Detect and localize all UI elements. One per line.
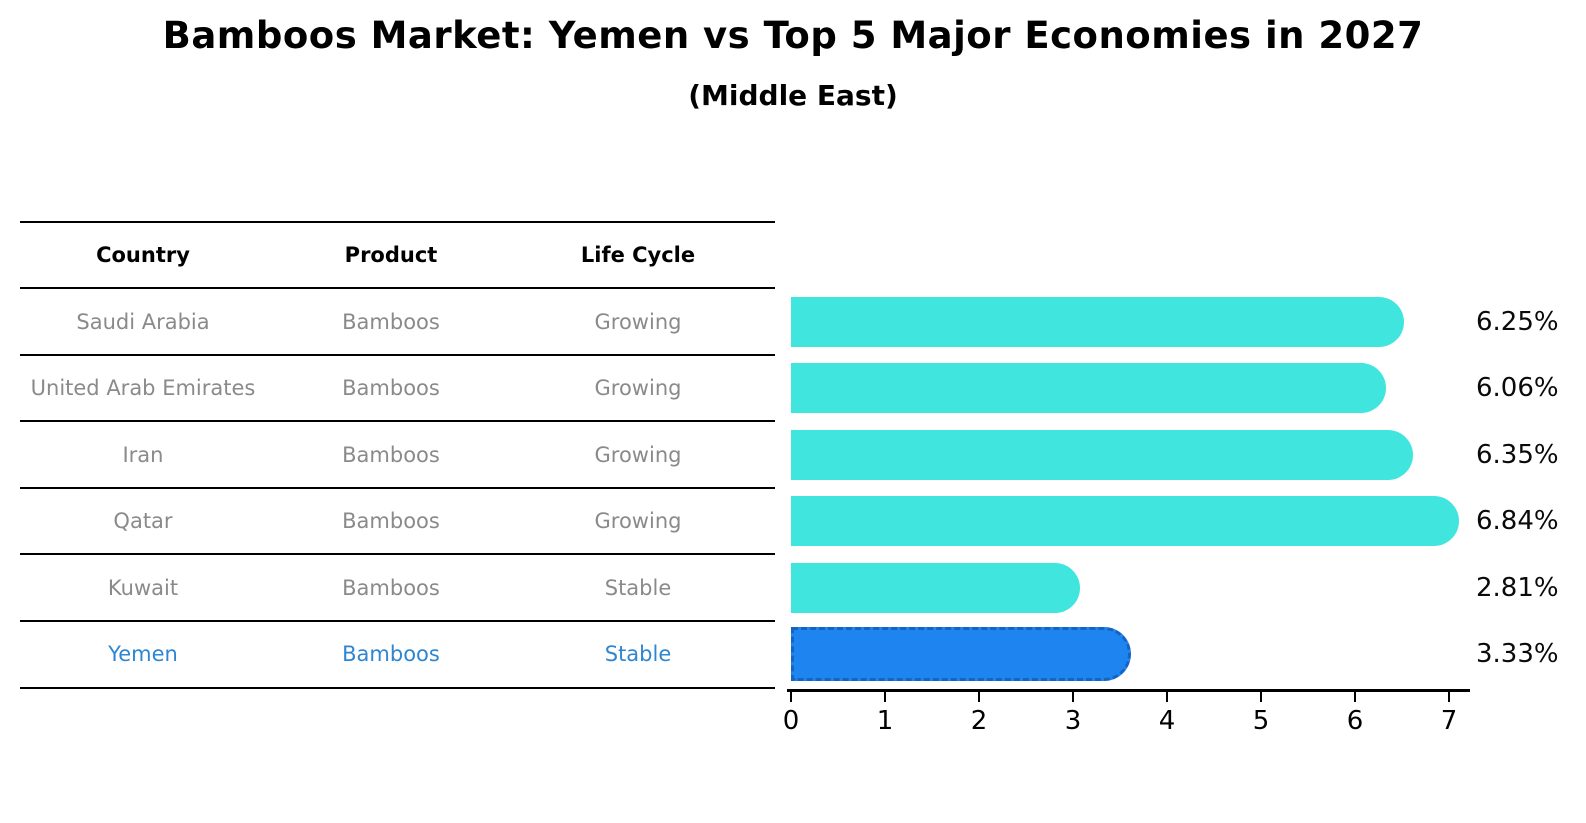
table-cell-country: Iran — [122, 442, 164, 467]
bar-united-arab-emirates — [791, 363, 1386, 413]
table-separator-line — [20, 287, 775, 289]
table-cell-product: Bamboos — [342, 509, 440, 533]
bar-saudi-arabia — [791, 296, 1404, 347]
table-cell-product: Bamboos — [342, 642, 440, 666]
x-axis-tick-label: 5 — [1252, 706, 1270, 736]
table-separator-line — [20, 687, 775, 689]
x-axis-tick-label: 3 — [1064, 706, 1082, 736]
x-axis-tick-label: 0 — [782, 706, 800, 736]
table-cell-country: Qatar — [113, 509, 173, 533]
bar-qatar — [791, 496, 1459, 546]
x-axis-tick-mark — [1260, 692, 1262, 702]
bar-yemen — [791, 627, 1132, 681]
table-cell-country: Kuwait — [107, 575, 179, 600]
table-cell-country: Saudi Arabia — [76, 309, 210, 334]
chart-title: Bamboos Market: Yemen vs Top 5 Major Eco… — [162, 14, 1424, 57]
table-cell-country: Yemen — [108, 642, 178, 666]
x-axis-tick-mark — [1448, 692, 1450, 702]
table-cell-life-cycle: Stable — [604, 642, 672, 666]
table-cell-life-cycle: Growing — [594, 309, 682, 334]
column-header-country: Country — [96, 243, 190, 267]
x-axis-tick-label: 6 — [1346, 706, 1364, 736]
x-axis-tick-mark — [978, 692, 980, 702]
table-separator-line — [20, 553, 775, 555]
x-axis-tick-mark — [790, 692, 792, 702]
x-axis-tick-label: 2 — [970, 706, 988, 736]
x-axis-tick-label: 4 — [1158, 706, 1176, 736]
table-cell-product: Bamboos — [342, 309, 440, 334]
table-cell-life-cycle: Growing — [594, 509, 682, 533]
table-separator-line — [20, 354, 775, 356]
table-separator-line — [20, 420, 775, 422]
column-header-product: Product — [344, 243, 438, 267]
chart-subtitle: (Middle East) — [688, 79, 898, 112]
table-separator-line — [20, 620, 775, 622]
x-axis-tick-mark — [1072, 692, 1074, 702]
bar-value-label: 6.35% — [1476, 439, 1559, 470]
table-cell-life-cycle: Growing — [594, 376, 682, 400]
table-cell-product: Bamboos — [342, 376, 440, 400]
table-cell-country: United Arab Emirates — [30, 376, 256, 400]
table-cell-product: Bamboos — [342, 442, 440, 467]
bar-value-label: 6.06% — [1476, 373, 1559, 403]
table-separator-line — [20, 221, 775, 223]
bar-iran — [791, 429, 1413, 480]
x-axis-tick-mark — [884, 692, 886, 702]
x-axis-tick-mark — [1354, 692, 1356, 702]
x-axis-line — [787, 689, 1470, 692]
bar-value-label: 3.33% — [1476, 639, 1559, 669]
table-separator-line — [20, 487, 775, 489]
x-axis-tick-label: 1 — [876, 706, 894, 736]
bar-kuwait — [791, 562, 1081, 613]
column-header-life-cycle: Life Cycle — [580, 243, 696, 267]
bar-value-label: 2.81% — [1476, 572, 1559, 603]
bar-value-label: 6.25% — [1476, 306, 1559, 337]
x-axis-tick-mark — [1166, 692, 1168, 702]
x-axis-tick-label: 7 — [1440, 706, 1458, 736]
table-cell-product: Bamboos — [342, 575, 440, 600]
bar-value-label: 6.84% — [1476, 506, 1559, 536]
table-cell-life-cycle: Stable — [604, 575, 672, 600]
table-cell-life-cycle: Growing — [594, 442, 682, 467]
